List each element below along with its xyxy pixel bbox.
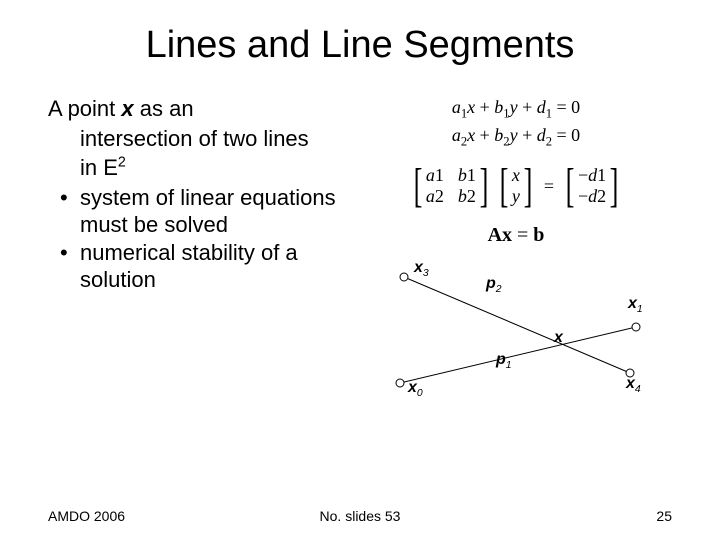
op: +: [475, 97, 494, 117]
bracket-right: ]: [479, 164, 488, 208]
sub: 1: [597, 165, 606, 185]
label-x: x: [554, 329, 563, 347]
sym: x: [512, 165, 520, 185]
sub: 0: [417, 388, 423, 399]
intersection-diagram: x3 x0 x1 x4 x p2 p1: [378, 255, 658, 405]
content-row: A point x as an intersection of two line…: [48, 95, 672, 405]
line-p2: [404, 277, 630, 373]
line-p1: [400, 327, 636, 383]
equation-column: a1x + b1y + d1 = 0 a2x + b2y + d2 = 0 [ …: [360, 95, 672, 405]
point-x1: [632, 323, 640, 331]
footer: AMDO 2006 No. slides 53 25: [48, 508, 672, 524]
bracket-left: [: [499, 164, 508, 208]
sym: x: [408, 379, 417, 396]
sym: p: [486, 275, 496, 292]
op: = 0: [552, 97, 580, 117]
equation-1: a1x + b1y + d1 = 0: [360, 95, 672, 123]
point-x0: [396, 379, 404, 387]
sym: a: [426, 186, 435, 206]
bracket-left: [: [566, 164, 575, 208]
sym: b: [494, 125, 503, 145]
bracket-right: ]: [523, 164, 532, 208]
slide-title: Lines and Line Segments: [48, 24, 672, 67]
sym: y: [510, 97, 518, 117]
sub: 4: [635, 384, 641, 395]
label-p2: p2: [486, 275, 502, 295]
sub: 3: [423, 268, 429, 279]
slide: Lines and Line Segments A point x as an …: [0, 0, 720, 540]
text-fragment: as an: [134, 96, 194, 121]
sym: d: [588, 165, 597, 185]
sym: x: [467, 97, 475, 117]
footer-center: No. slides 53: [320, 508, 401, 524]
sub: 1: [467, 165, 476, 185]
matrix-equation: [ a1 a2 b1 b2 ] [: [360, 164, 672, 208]
op: +: [475, 125, 494, 145]
footer-left: AMDO 2006: [48, 508, 125, 524]
text-fragment: A point: [48, 96, 121, 121]
sym: x: [628, 295, 637, 312]
matrix-short-form: Ax = b: [360, 224, 672, 247]
sub: 1: [435, 165, 444, 185]
line-equations: a1x + b1y + d1 = 0 a2x + b2y + d2 = 0: [360, 95, 672, 150]
var-x: x: [121, 96, 133, 121]
sym: a: [452, 125, 461, 145]
equals: =: [540, 176, 558, 197]
label-x4: x4: [626, 375, 641, 395]
sym: x: [414, 259, 423, 276]
sym: p: [496, 351, 506, 368]
text-fragment: in E: [80, 155, 118, 180]
op: = 0: [552, 125, 580, 145]
sym: y: [510, 125, 518, 145]
sym: d: [537, 125, 546, 145]
op: −: [578, 186, 588, 206]
text-column: A point x as an intersection of two line…: [48, 95, 348, 405]
matrix-A: [ a1 a2 b1 b2 ]: [410, 164, 492, 208]
op: +: [518, 125, 537, 145]
sym-x: x: [502, 224, 512, 246]
bullet-list: system of linear equations must be solve…: [48, 184, 348, 294]
label-x0: x0: [408, 379, 423, 399]
point-x3: [400, 273, 408, 281]
sub: 2: [467, 186, 476, 206]
vector-b: [ −d1 −d2 ]: [562, 164, 622, 208]
sym: b: [458, 186, 467, 206]
sym: b: [494, 97, 503, 117]
op: =: [512, 224, 533, 246]
bracket-right: ]: [610, 164, 619, 208]
footer-right: 25: [656, 508, 672, 524]
op: −: [578, 165, 588, 185]
para-line-1: A point x as an: [48, 95, 348, 123]
label-p1: p1: [496, 351, 512, 371]
sub: 1: [637, 304, 643, 315]
sub: 2: [597, 186, 606, 206]
sym-b: b: [533, 224, 544, 246]
op: +: [518, 97, 537, 117]
superscript: 2: [118, 155, 126, 171]
bullet-item: system of linear equations must be solve…: [56, 184, 348, 239]
vector-x: [ x y ]: [496, 164, 536, 208]
sym: a: [452, 97, 461, 117]
sym: x: [626, 375, 635, 392]
sym-A: A: [488, 224, 502, 246]
sym: y: [512, 186, 520, 206]
para-line-2: intersection of two lines: [48, 125, 348, 153]
sym: d: [537, 97, 546, 117]
sym: a: [426, 165, 435, 185]
sym: b: [458, 165, 467, 185]
label-x1: x1: [628, 295, 643, 315]
sub: 2: [496, 284, 502, 295]
sym: x: [554, 329, 563, 346]
label-x3: x3: [414, 259, 429, 279]
sym: x: [467, 125, 475, 145]
bracket-left: [: [413, 164, 422, 208]
sub: 2: [435, 186, 444, 206]
bullet-item: numerical stability of a solution: [56, 239, 348, 294]
sub: 1: [506, 360, 512, 371]
equation-2: a2x + b2y + d2 = 0: [360, 123, 672, 151]
para-line-3: in E2: [48, 154, 348, 182]
sym: d: [588, 186, 597, 206]
